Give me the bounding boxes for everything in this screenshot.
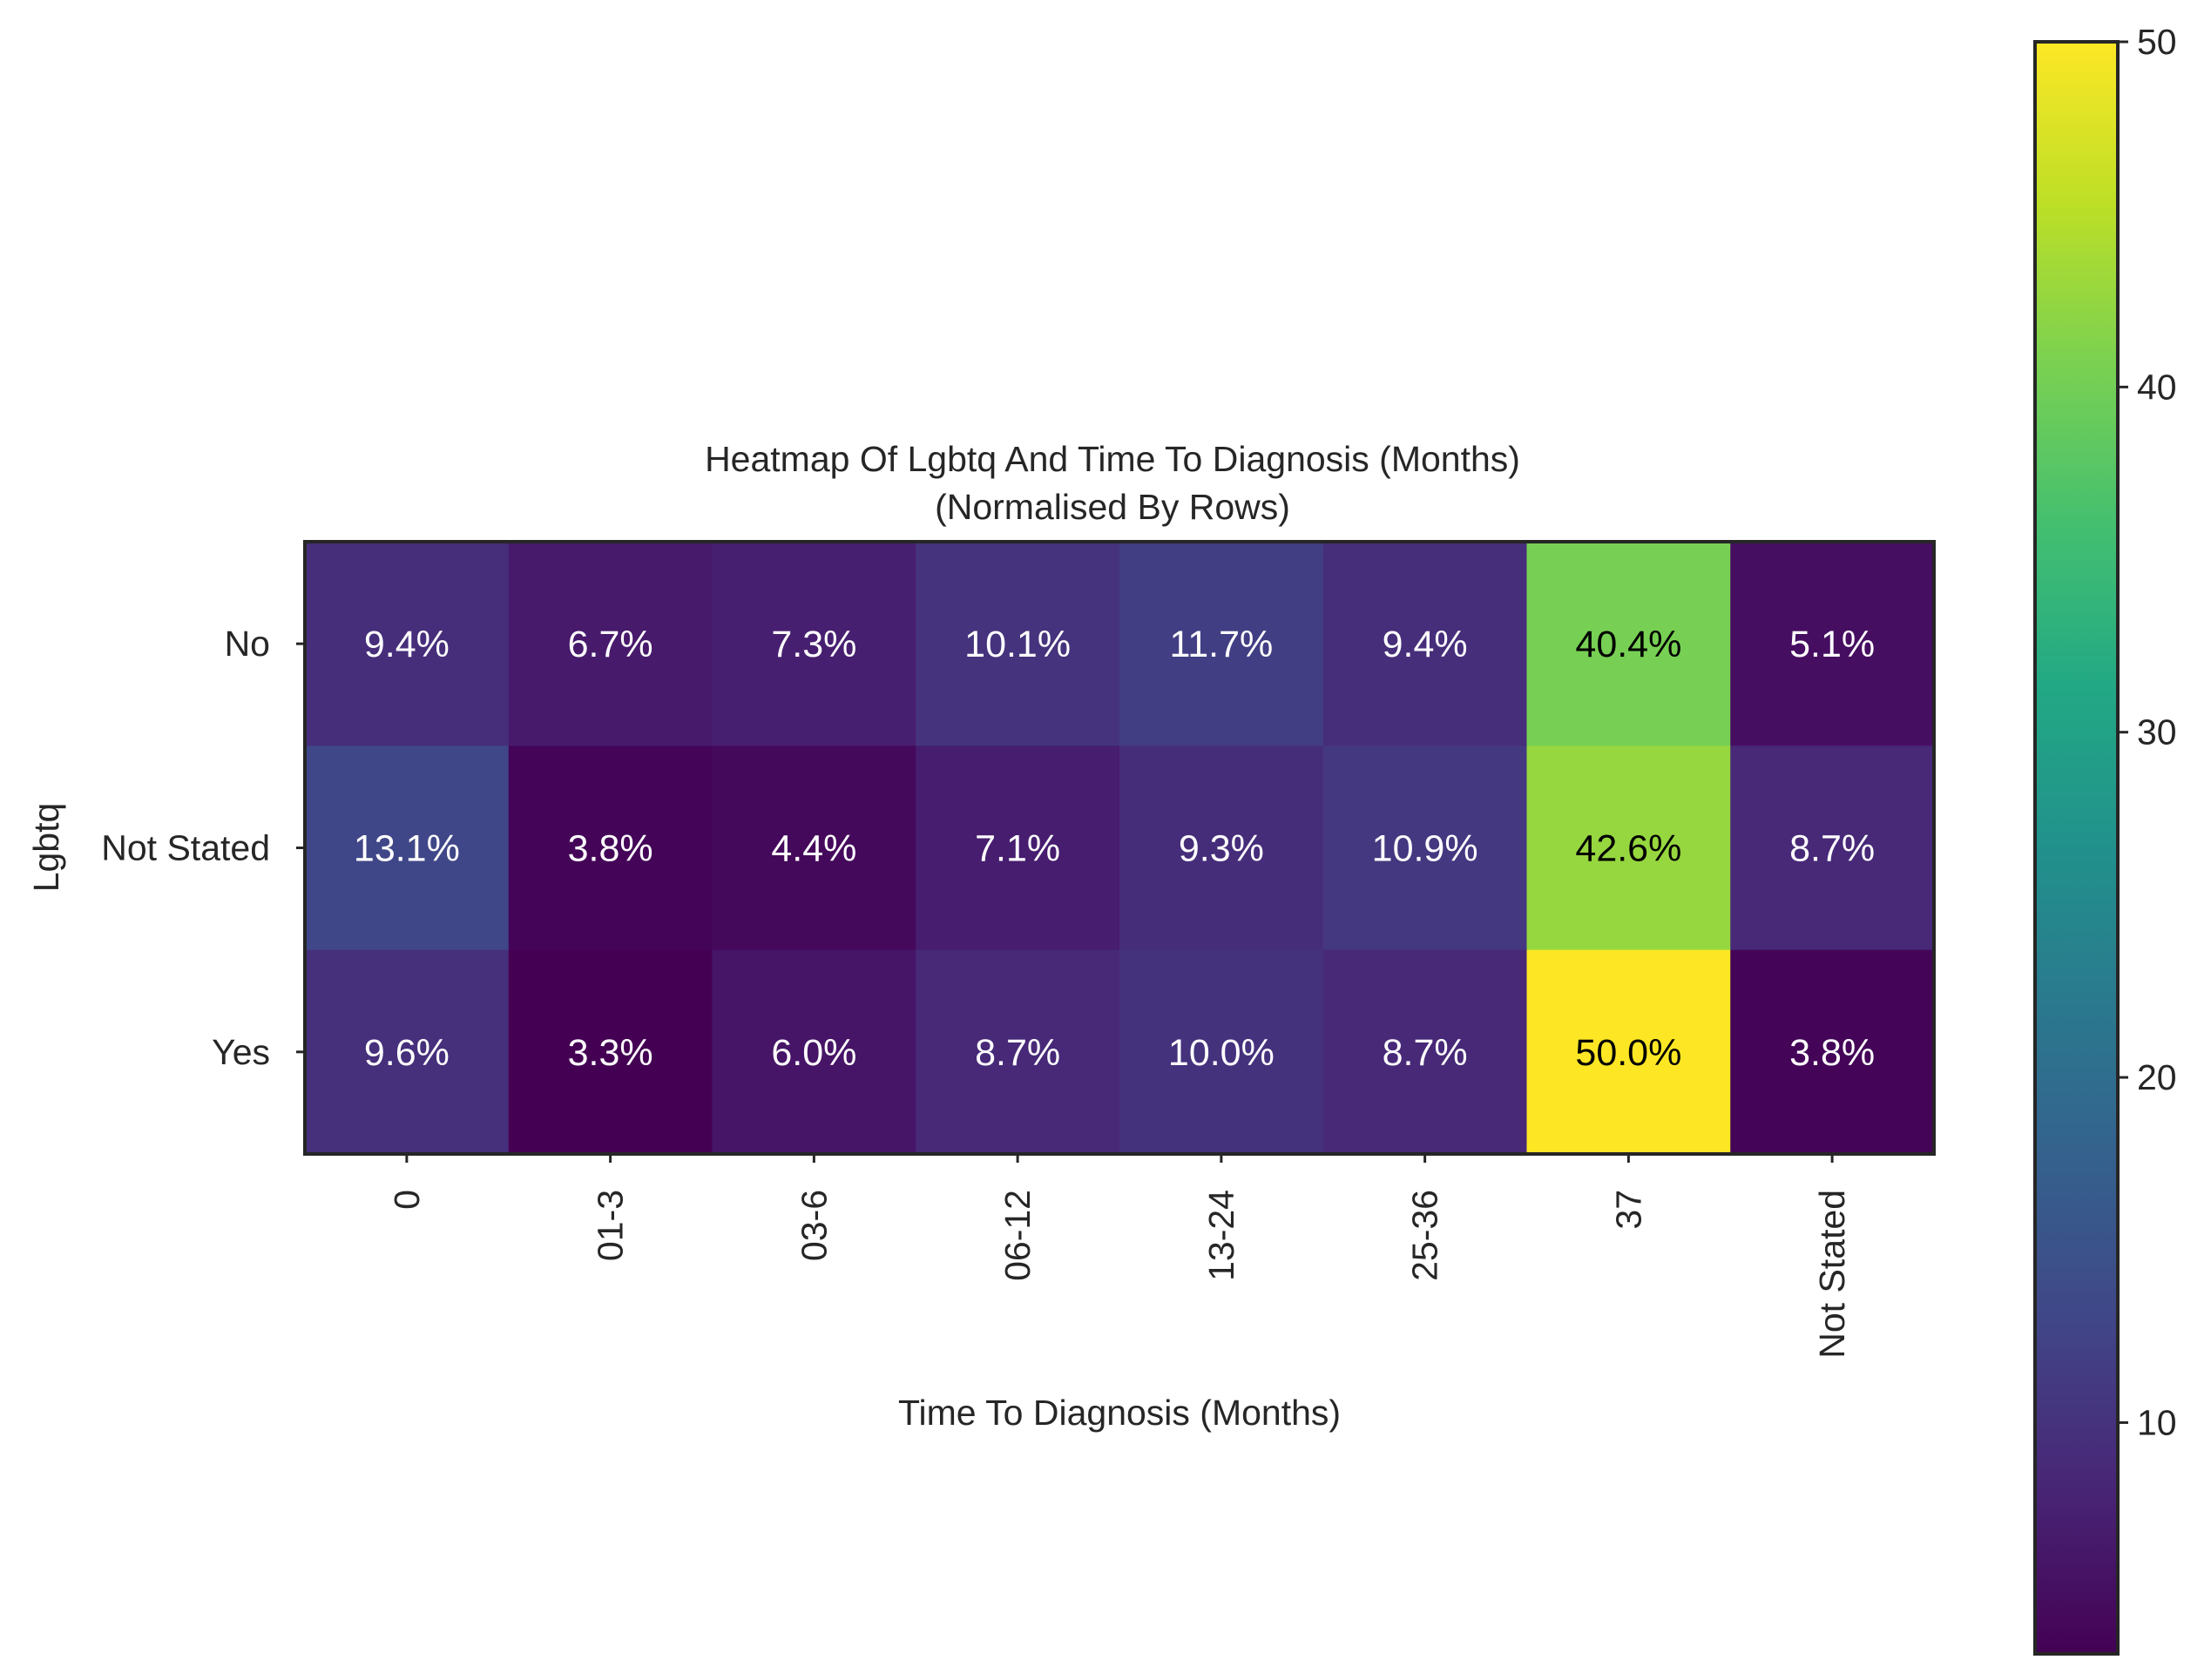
cell-value-label: 6.0% <box>771 1032 856 1074</box>
cell-value-label: 42.6% <box>1575 828 1681 870</box>
colorbar-gradient <box>2035 42 2118 1654</box>
colorbar-frame <box>2033 40 2120 1656</box>
colorbar-tick-label: 10 <box>2137 1402 2177 1442</box>
y-tick-label: Yes <box>212 1032 270 1072</box>
y-axis-label: Lgbtq <box>26 803 66 893</box>
heatmap-cell <box>305 542 510 746</box>
cell-value-label: 3.8% <box>1789 1032 1875 1074</box>
x-axis-label: Time To Diagnosis (Months) <box>898 1393 1341 1433</box>
x-tick-label: Not Stated <box>1812 1190 1852 1359</box>
cell-value-label: 9.6% <box>364 1032 450 1074</box>
x-tick-label: 25-36 <box>1405 1190 1445 1281</box>
cell-value-label: 8.7% <box>1789 828 1875 870</box>
x-tick-label: 0 <box>387 1190 427 1210</box>
colorbar-tick-label: 20 <box>2137 1057 2177 1097</box>
heatmap-cell <box>1526 542 1731 746</box>
heatmap-cell <box>916 542 1120 746</box>
x-tick-label: 01-3 <box>591 1190 631 1261</box>
cell-value-label: 40.4% <box>1575 624 1681 665</box>
colorbar-tick-label: 30 <box>2137 712 2177 752</box>
heatmap-cell <box>1322 542 1527 746</box>
cell-value-label: 11.7% <box>1170 624 1274 665</box>
cell-value-label: 10.9% <box>1372 828 1478 870</box>
heatmap-cell <box>712 746 916 951</box>
heatmap-cell <box>1119 542 1324 746</box>
heatmap-cell-labels: 9.4% 6.7% 7.3% 10.1% 11.7% 9.4% 40.4% 5.1% 13.1%… <box>354 624 1875 1074</box>
heatmap-cell <box>508 949 713 1155</box>
heatmap-cell <box>1322 746 1527 951</box>
cell-value-label: 4.4% <box>771 828 856 870</box>
heatmap-cell <box>712 949 916 1155</box>
heatmap-cell <box>1730 542 1935 746</box>
heatmap-cell <box>1322 949 1527 1155</box>
cell-value-label: 9.4% <box>364 624 450 665</box>
colorbar-tick-label: 50 <box>2137 22 2177 62</box>
heatmap-cell <box>916 949 1120 1155</box>
chart-subtitle: (Normalised By Rows) <box>935 487 1290 527</box>
cell-value-label: 50.0% <box>1575 1032 1681 1074</box>
cell-value-label: 5.1% <box>1789 624 1875 665</box>
cell-value-label: 9.3% <box>1179 828 1264 870</box>
x-tick-label: 03-6 <box>794 1190 834 1261</box>
y-tick-label: No <box>225 624 270 664</box>
heatmap-cell <box>1526 949 1731 1155</box>
cell-value-label: 13.1% <box>354 828 460 870</box>
cell-value-label: 9.4% <box>1383 624 1468 665</box>
y-axis-ticks: No Not Stated Yes <box>101 624 305 1072</box>
cell-value-label: 8.7% <box>975 1032 1060 1074</box>
cell-value-label: 8.7% <box>1383 1032 1468 1074</box>
chart-title: Heatmap Of Lgbtq And Time To Diagnosis (… <box>705 439 1520 479</box>
heatmap-cell <box>1730 949 1935 1155</box>
heatmap-cells <box>305 542 1935 1155</box>
cell-value-label: 7.3% <box>771 624 856 665</box>
heatmap-cell <box>508 746 713 951</box>
x-tick-label: 06-12 <box>997 1190 1038 1281</box>
cell-value-label: 3.8% <box>568 828 653 870</box>
heatmap-cell <box>508 542 713 746</box>
colorbar: 10 20 30 40 50 <box>2033 22 2177 1656</box>
heatmap-cell <box>916 746 1120 951</box>
heatmap-cell <box>1119 949 1324 1155</box>
heatmap-cell <box>1730 746 1935 951</box>
heatmap-cell <box>712 542 916 746</box>
colorbar-tick-label: 40 <box>2137 367 2177 407</box>
cell-value-label: 10.1% <box>964 624 1071 665</box>
heatmap-cell <box>1119 746 1324 951</box>
heatmap-cell <box>305 746 510 951</box>
cell-value-label: 6.7% <box>568 624 653 665</box>
x-tick-label: 13-24 <box>1201 1190 1241 1281</box>
cell-value-label: 7.1% <box>975 828 1060 870</box>
y-tick-label: Not Stated <box>101 828 270 868</box>
heatmap-cell <box>305 949 510 1155</box>
heatmap-cell <box>1526 746 1731 951</box>
cell-value-label: 3.3% <box>568 1032 653 1074</box>
cell-value-label: 10.0% <box>1168 1032 1275 1074</box>
x-tick-label: 37 <box>1608 1190 1648 1230</box>
x-axis-ticks: 0 01-3 03-6 06-12 13-24 25-36 37 Not Stated <box>387 1154 1852 1359</box>
